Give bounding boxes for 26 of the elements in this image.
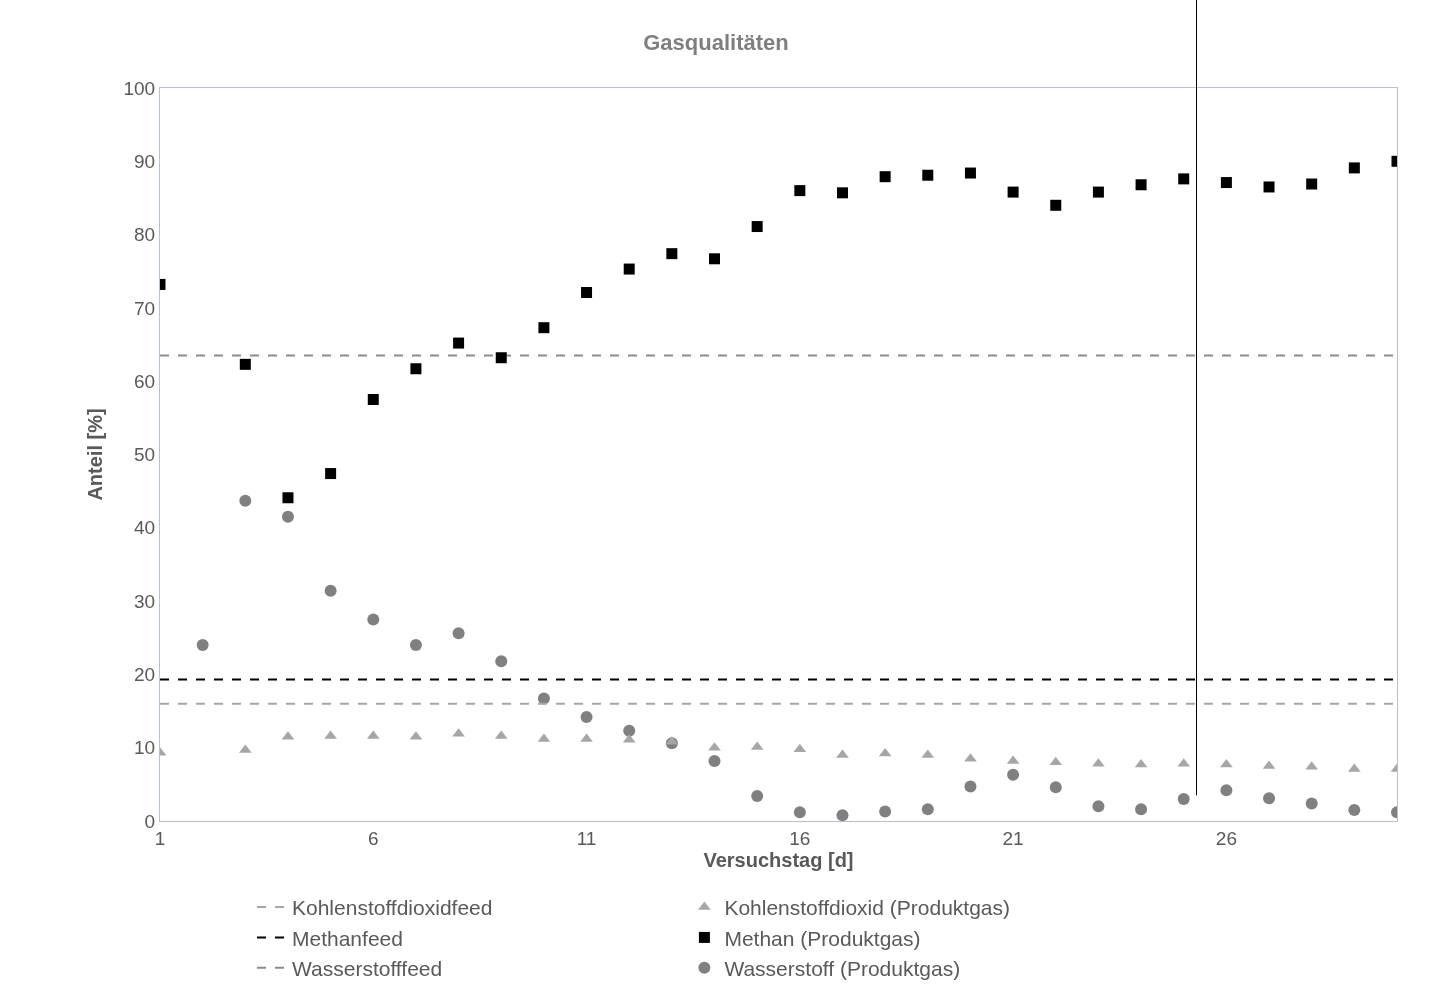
legend-label: Kohlenstoffdioxidfeed bbox=[292, 896, 493, 920]
legend-label: Wasserstoff (Produktgas) bbox=[724, 956, 961, 980]
y-tick-label: 10 bbox=[134, 737, 156, 759]
legend-label: Wasserstofffeed bbox=[292, 956, 443, 980]
y-tick-label: 40 bbox=[134, 517, 156, 539]
y-tick-label: 0 bbox=[144, 810, 156, 832]
x-tick-label: 21 bbox=[1002, 827, 1024, 849]
y-tick-label: 100 bbox=[123, 77, 156, 99]
legend-label: Kohlenstoffdioxid (Produktgas) bbox=[724, 896, 1011, 920]
chart-title: Gasqualitäten bbox=[643, 30, 789, 56]
y-tick-label: 50 bbox=[134, 444, 156, 466]
x-tick-label: 1 bbox=[154, 827, 166, 849]
x-axis-title: Versuchstag [d] bbox=[703, 848, 854, 871]
y-tick-label: 80 bbox=[134, 224, 156, 246]
x-tick-label: 16 bbox=[789, 827, 811, 849]
x-tick-label: 26 bbox=[1215, 827, 1237, 849]
y-axis-title: Anteil [%] bbox=[84, 408, 106, 501]
y-tick-label: 90 bbox=[134, 150, 156, 172]
y-tick-label: 70 bbox=[134, 297, 156, 319]
legend-label: Methan (Produktgas) bbox=[724, 926, 921, 950]
y-tick-label: 60 bbox=[134, 370, 156, 392]
x-tick-label: 6 bbox=[367, 827, 379, 849]
legend-label: Methanfeed bbox=[292, 926, 403, 950]
x-tick-label: 11 bbox=[576, 827, 597, 849]
y-tick-label: 30 bbox=[134, 590, 156, 612]
y-tick-label: 20 bbox=[134, 664, 156, 686]
